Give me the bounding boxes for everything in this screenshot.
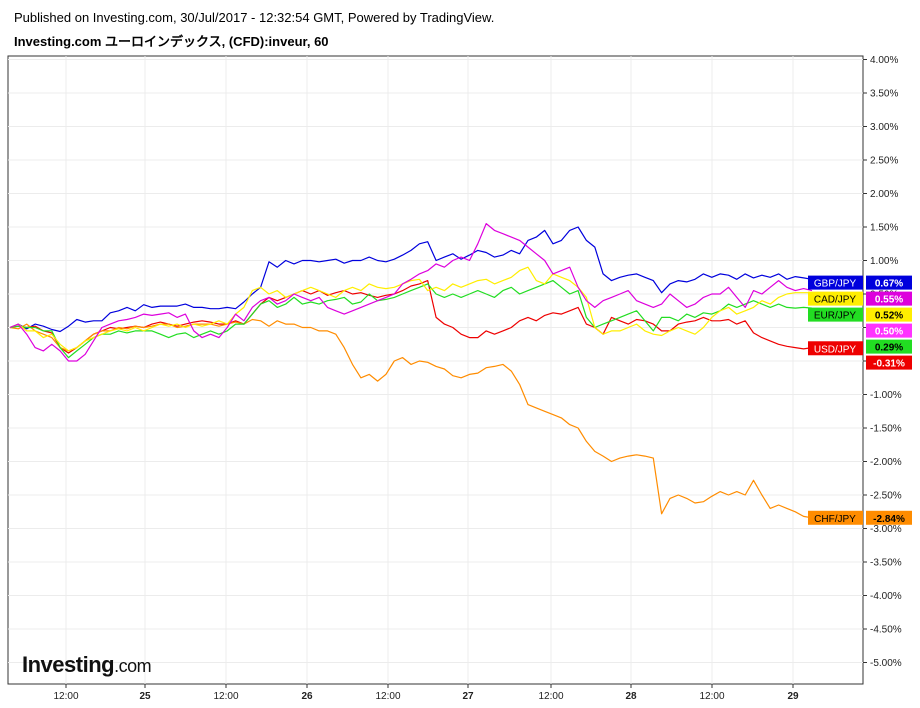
x-tick-label: 12:00 [375, 691, 400, 702]
x-tick-label: 25 [139, 691, 151, 702]
x-tick-label: 12:00 [213, 691, 238, 702]
series-name-label: EUR/JPY [814, 311, 857, 322]
y-tick-label: -1.50% [870, 424, 902, 435]
y-tick-label: 2.50% [870, 156, 898, 167]
y-tick-label: 3.00% [870, 122, 898, 133]
value-label-box [866, 291, 912, 306]
value-label: 0.67% [875, 279, 903, 290]
series-line [9, 226, 813, 333]
investing-logo: Investing.com [22, 652, 152, 678]
value-label-box [866, 275, 912, 290]
value-label-box [866, 323, 912, 338]
series-name-label: GBP/JPY [814, 279, 857, 290]
x-tick-label: 12:00 [53, 691, 78, 702]
y-tick-label: 2.00% [870, 189, 898, 200]
logo-suffix-text: .com [114, 656, 152, 676]
plot-frame [7, 55, 864, 685]
y-tick-label: -3.50% [870, 558, 902, 569]
series-line [9, 318, 813, 519]
y-tick-label: -4.50% [870, 625, 902, 636]
series-name-box [808, 307, 863, 322]
y-tick-label: -1.00% [870, 390, 902, 401]
series-line [9, 266, 812, 352]
x-tick-label: 27 [462, 691, 474, 702]
value-label: 0.55% [875, 295, 903, 306]
value-label: -2.84% [873, 514, 905, 525]
value-label: 0.29% [875, 343, 903, 354]
chart-title: Investing.com ユーロインデックス, (CFD):inveur, 6… [14, 34, 329, 49]
series-name-label: CAD/JPY [814, 295, 857, 306]
y-tick-label: 1.50% [870, 223, 898, 234]
series-name-label: USD/JPY [814, 344, 857, 355]
x-tick-label: 12:00 [538, 691, 563, 702]
value-label-box [866, 307, 912, 322]
value-label-box [866, 355, 912, 370]
series-name-label: CHF/JPY [814, 514, 856, 525]
y-tick-label: 4.00% [870, 55, 898, 66]
published-info: Published on Investing.com, 30/Jul/2017 … [14, 10, 495, 25]
x-tick-label: 29 [787, 691, 799, 702]
y-tick-label: 1.00% [870, 256, 898, 267]
logo-main-text: Investing [22, 652, 115, 677]
y-tick-label: -4.00% [870, 591, 902, 602]
y-tick-label: 3.50% [870, 89, 898, 100]
y-tick-label: -5.00% [870, 658, 902, 669]
series-name-box [808, 275, 863, 290]
y-tick-label: -3.00% [870, 524, 902, 535]
value-label: 0.52% [875, 311, 903, 322]
value-label-box [866, 510, 912, 525]
series-name-box [808, 291, 863, 306]
value-label: -0.31% [873, 359, 905, 370]
value-label: 0.50% [875, 327, 903, 338]
y-tick-label: -2.50% [870, 491, 902, 502]
x-tick-label: 26 [301, 691, 313, 702]
value-label-box [866, 339, 912, 354]
x-tick-label: 28 [625, 691, 637, 702]
series-name-box [808, 510, 863, 525]
x-tick-label: 12:00 [699, 691, 724, 702]
series-name-box [808, 341, 863, 356]
y-tick-label: -2.00% [870, 457, 902, 468]
series-line [9, 223, 813, 362]
